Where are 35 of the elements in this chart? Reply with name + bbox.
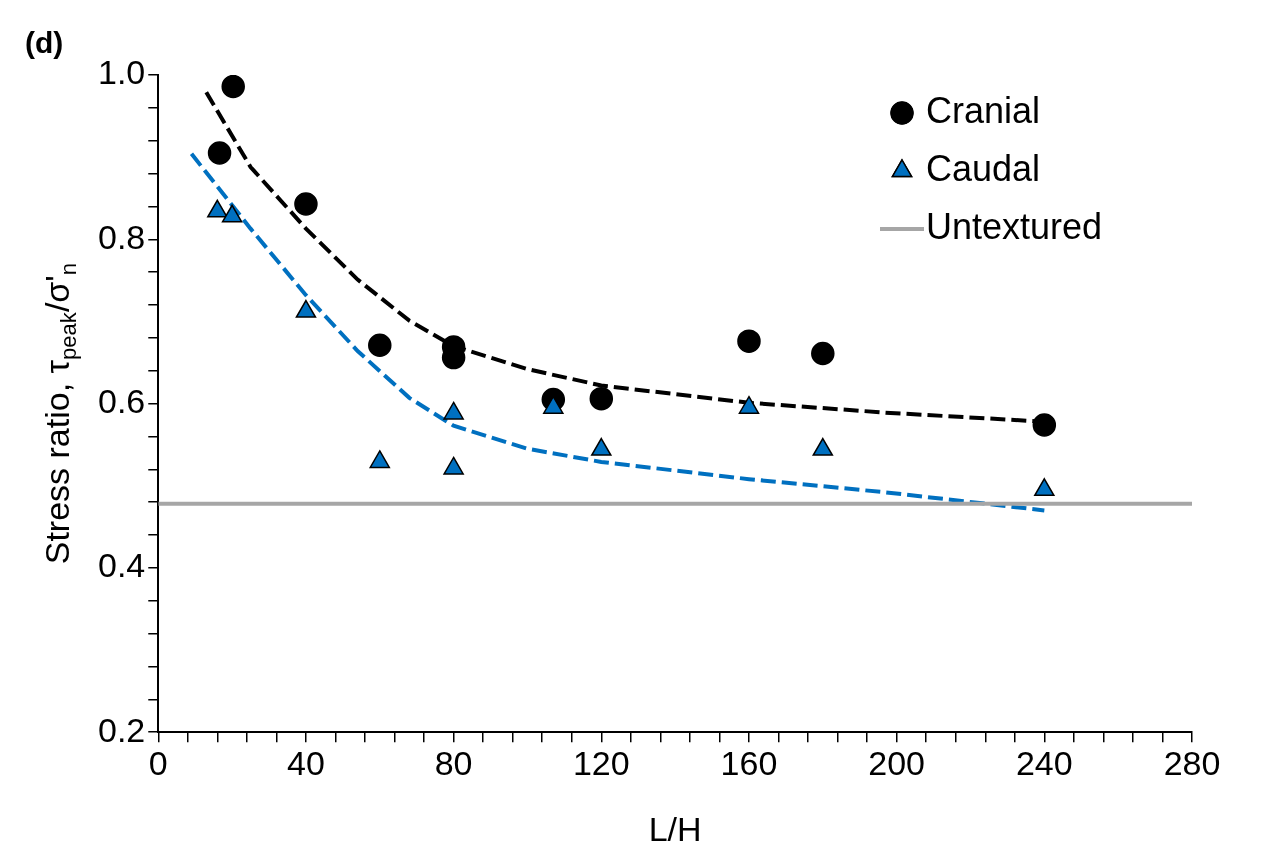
point [294,192,318,216]
x-tick-label: 120 [572,743,630,782]
x-tick-label: 200 [868,743,926,782]
x-tick-label: 280 [1163,743,1221,782]
point [443,456,464,475]
chart-title: (d) [25,26,64,60]
point [1032,413,1057,437]
point [812,437,834,456]
x-tick-label: 40 [287,743,325,782]
y-tick-label: 0.6 [98,381,146,420]
y-axis-title: Stress ratio, τpeak/σ'n [38,262,82,565]
point [811,341,835,366]
x-tick-label: 160 [720,743,778,782]
point [1034,478,1055,497]
point [589,386,614,411]
y-tick-label: 0.4 [98,546,146,585]
point [543,395,564,414]
point [221,75,245,99]
y-tick-label: 1.0 [98,53,146,92]
legend-label: Untextured [926,205,1103,247]
point [591,437,612,456]
point [368,333,392,358]
x-tick-label: 80 [434,743,473,782]
x-axis-title: L/H [648,810,702,849]
point [738,395,760,414]
y-tick-label: 0.2 [98,710,146,749]
legend-label: Cranial [926,89,1041,131]
point [443,401,464,420]
y-tick-label: 0.8 [98,217,146,256]
x-tick-label: 0 [148,743,168,782]
point [369,450,391,469]
legend-label: Caudal [926,147,1041,189]
x-tick-label: 240 [1015,743,1073,782]
point [737,329,761,353]
point [207,141,232,165]
